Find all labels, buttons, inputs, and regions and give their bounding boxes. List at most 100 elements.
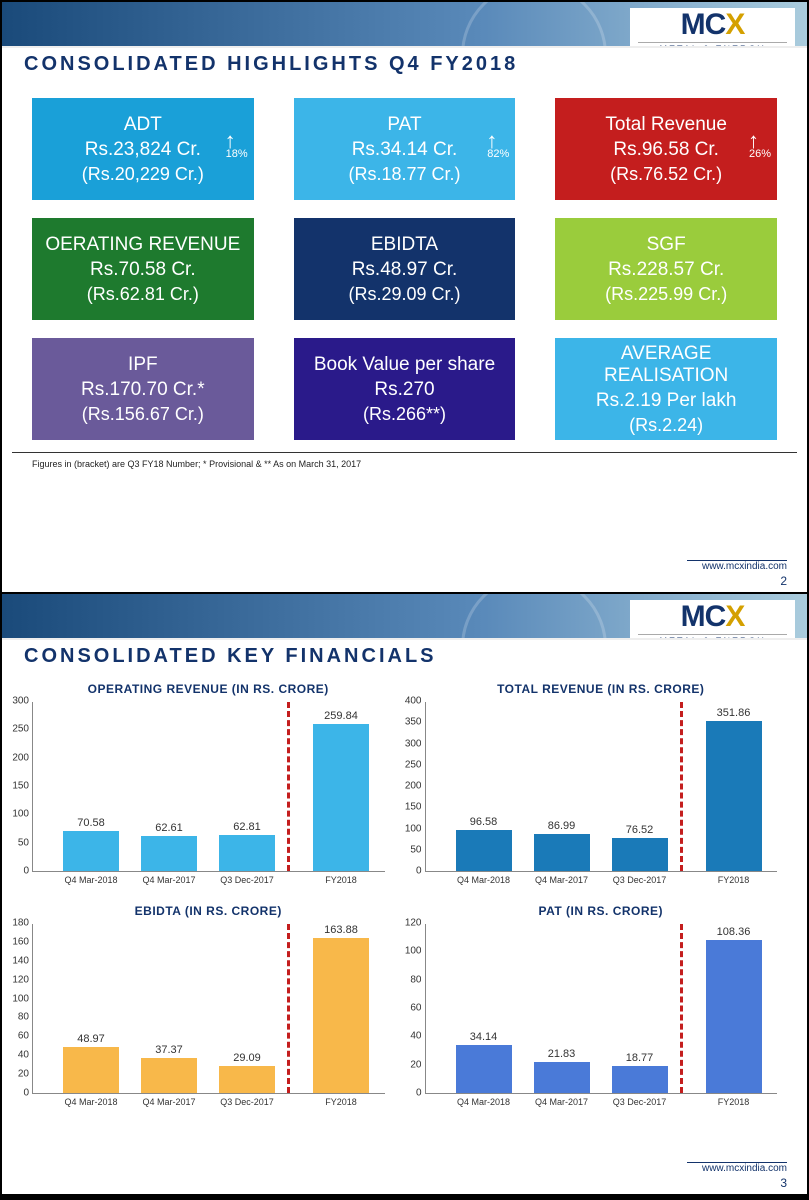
logo-main: MC [681, 600, 726, 633]
y-tick: 0 [23, 866, 29, 877]
bar [706, 721, 762, 871]
metric-label: Total Revenue [605, 114, 726, 136]
metric-prev: (Rs.62.81 Cr.) [87, 284, 199, 305]
slide-financials: MCX METAL & ENERGY Trade with Trust CONS… [2, 594, 807, 1194]
bar-value-label: 34.14 [456, 1031, 512, 1043]
y-tick: 100 [405, 823, 422, 834]
chart-title: TOTAL REVENUE (IN RS. CRORE) [425, 682, 778, 696]
x-label: Q3 Dec-2017 [600, 1097, 680, 1107]
slide-title: CONSOLIDATED KEY FINANCIALS [2, 645, 437, 668]
metric-value: Rs.2.19 Per lakh [596, 390, 736, 412]
metric-value: Rs.270 [374, 379, 434, 401]
bar [141, 1058, 197, 1093]
bar-value-label: 62.61 [141, 822, 197, 834]
bar-value-label: 29.09 [219, 1052, 275, 1064]
y-tick: 20 [18, 1069, 29, 1080]
y-tick: 20 [410, 1059, 421, 1070]
y-tick: 150 [12, 781, 29, 792]
metric-prev: (Rs.29.09 Cr.) [348, 284, 460, 305]
logo-x: X [725, 8, 744, 41]
metric-card: OERATING REVENUERs.70.58 Cr.(Rs.62.81 Cr… [32, 218, 254, 320]
y-tick: 40 [18, 1050, 29, 1061]
bar-value-label: 86.99 [534, 820, 590, 832]
y-tick: 60 [18, 1031, 29, 1042]
metric-label: Book Value per share [314, 354, 495, 376]
slide-header: MCX METAL & ENERGY Trade with Trust CONS… [2, 2, 807, 80]
y-tick: 250 [12, 724, 29, 735]
y-tick: 60 [410, 1003, 421, 1014]
y-tick: 400 [405, 696, 422, 707]
chart-divider [680, 924, 683, 1093]
footnote: Figures in (bracket) are Q3 FY18 Number;… [12, 452, 797, 469]
metric-value: Rs.23,824 Cr. [85, 139, 201, 161]
bar-value-label: 37.37 [141, 1044, 197, 1056]
chart-title: EBIDTA (IN RS. CRORE) [32, 904, 385, 918]
metric-prev: (Rs.76.52 Cr.) [610, 164, 722, 185]
bar-value-label: 108.36 [706, 926, 762, 938]
metrics-grid: ADTRs.23,824 Cr.(Rs.20,229 Cr.)↑18%PATRs… [2, 80, 807, 440]
y-tick: 0 [23, 1088, 29, 1099]
footer-url: www.mcxindia.com [687, 1162, 787, 1174]
charts-grid: OPERATING REVENUE (IN RS. CRORE)05010015… [2, 672, 807, 1116]
y-tick: 0 [416, 866, 422, 877]
slide-footer: www.mcxindia.com 3 [687, 1162, 787, 1190]
slide-header: MCX METAL & ENERGY Trade with Trust CONS… [2, 594, 807, 672]
bar [706, 940, 762, 1094]
bar [63, 1047, 119, 1093]
metric-card: IPFRs.170.70 Cr.*(Rs.156.67 Cr.) [32, 338, 254, 440]
bar [313, 938, 369, 1093]
bar [534, 834, 590, 871]
y-tick: 150 [405, 802, 422, 813]
metric-pct: 18% [226, 148, 248, 160]
y-tick: 50 [18, 837, 29, 848]
bar [63, 831, 119, 871]
bar [219, 835, 275, 871]
bar [456, 830, 512, 871]
y-tick: 50 [410, 844, 421, 855]
bar [612, 1066, 668, 1093]
y-tick: 120 [12, 974, 29, 985]
chart-area: 05010015020025030035040096.58Q4 Mar-2018… [425, 702, 778, 872]
slide-highlights: MCX METAL & ENERGY Trade with Trust CONS… [2, 2, 807, 592]
metric-prev: (Rs.156.67 Cr.) [82, 404, 204, 425]
page-number: 3 [687, 1176, 787, 1190]
x-label: FY2018 [694, 875, 774, 885]
y-tick: 350 [405, 717, 422, 728]
bar-chart: OPERATING REVENUE (IN RS. CRORE)05010015… [32, 682, 385, 894]
slide-title: CONSOLIDATED HIGHLIGHTS Q4 FY2018 [2, 53, 518, 76]
metric-label: AVERAGE REALISATION [559, 343, 773, 387]
metric-value: Rs.48.97 Cr. [352, 259, 458, 281]
chart-title: PAT (IN RS. CRORE) [425, 904, 778, 918]
chart-area: 02040608010012034.14Q4 Mar-201821.83Q4 M… [425, 924, 778, 1094]
logo-main: MC [681, 8, 726, 41]
logo-x: X [725, 600, 744, 633]
bar-value-label: 70.58 [63, 817, 119, 829]
metric-pct: 26% [749, 148, 771, 160]
x-label: Q3 Dec-2017 [207, 1097, 287, 1107]
chart-divider [680, 702, 683, 871]
metric-prev: (Rs.20,229 Cr.) [82, 164, 204, 185]
y-tick: 100 [12, 993, 29, 1004]
x-label: FY2018 [694, 1097, 774, 1107]
metric-value: Rs.228.57 Cr. [608, 259, 724, 281]
metric-prev: (Rs.266**) [363, 404, 446, 425]
bar [313, 724, 369, 871]
x-label: FY2018 [301, 1097, 381, 1107]
y-tick: 200 [405, 781, 422, 792]
bar-value-label: 62.81 [219, 821, 275, 833]
metric-value: Rs.170.70 Cr.* [81, 379, 205, 401]
metric-card: SGFRs.228.57 Cr.(Rs.225.99 Cr.) [555, 218, 777, 320]
bar [141, 836, 197, 871]
metric-value: Rs.70.58 Cr. [90, 259, 196, 281]
metric-label: ADT [124, 114, 162, 136]
chart-title: OPERATING REVENUE (IN RS. CRORE) [32, 682, 385, 696]
y-tick: 100 [12, 809, 29, 820]
bar-value-label: 259.84 [313, 710, 369, 722]
metric-prev: (Rs.2.24) [629, 415, 703, 436]
chart-area: 02040608010012014016018048.97Q4 Mar-2018… [32, 924, 385, 1094]
y-tick: 300 [405, 738, 422, 749]
metric-value: Rs.96.58 Cr. [613, 139, 719, 161]
x-label: Q4 Mar-2017 [522, 875, 602, 885]
y-tick: 120 [405, 918, 422, 929]
y-tick: 180 [12, 918, 29, 929]
